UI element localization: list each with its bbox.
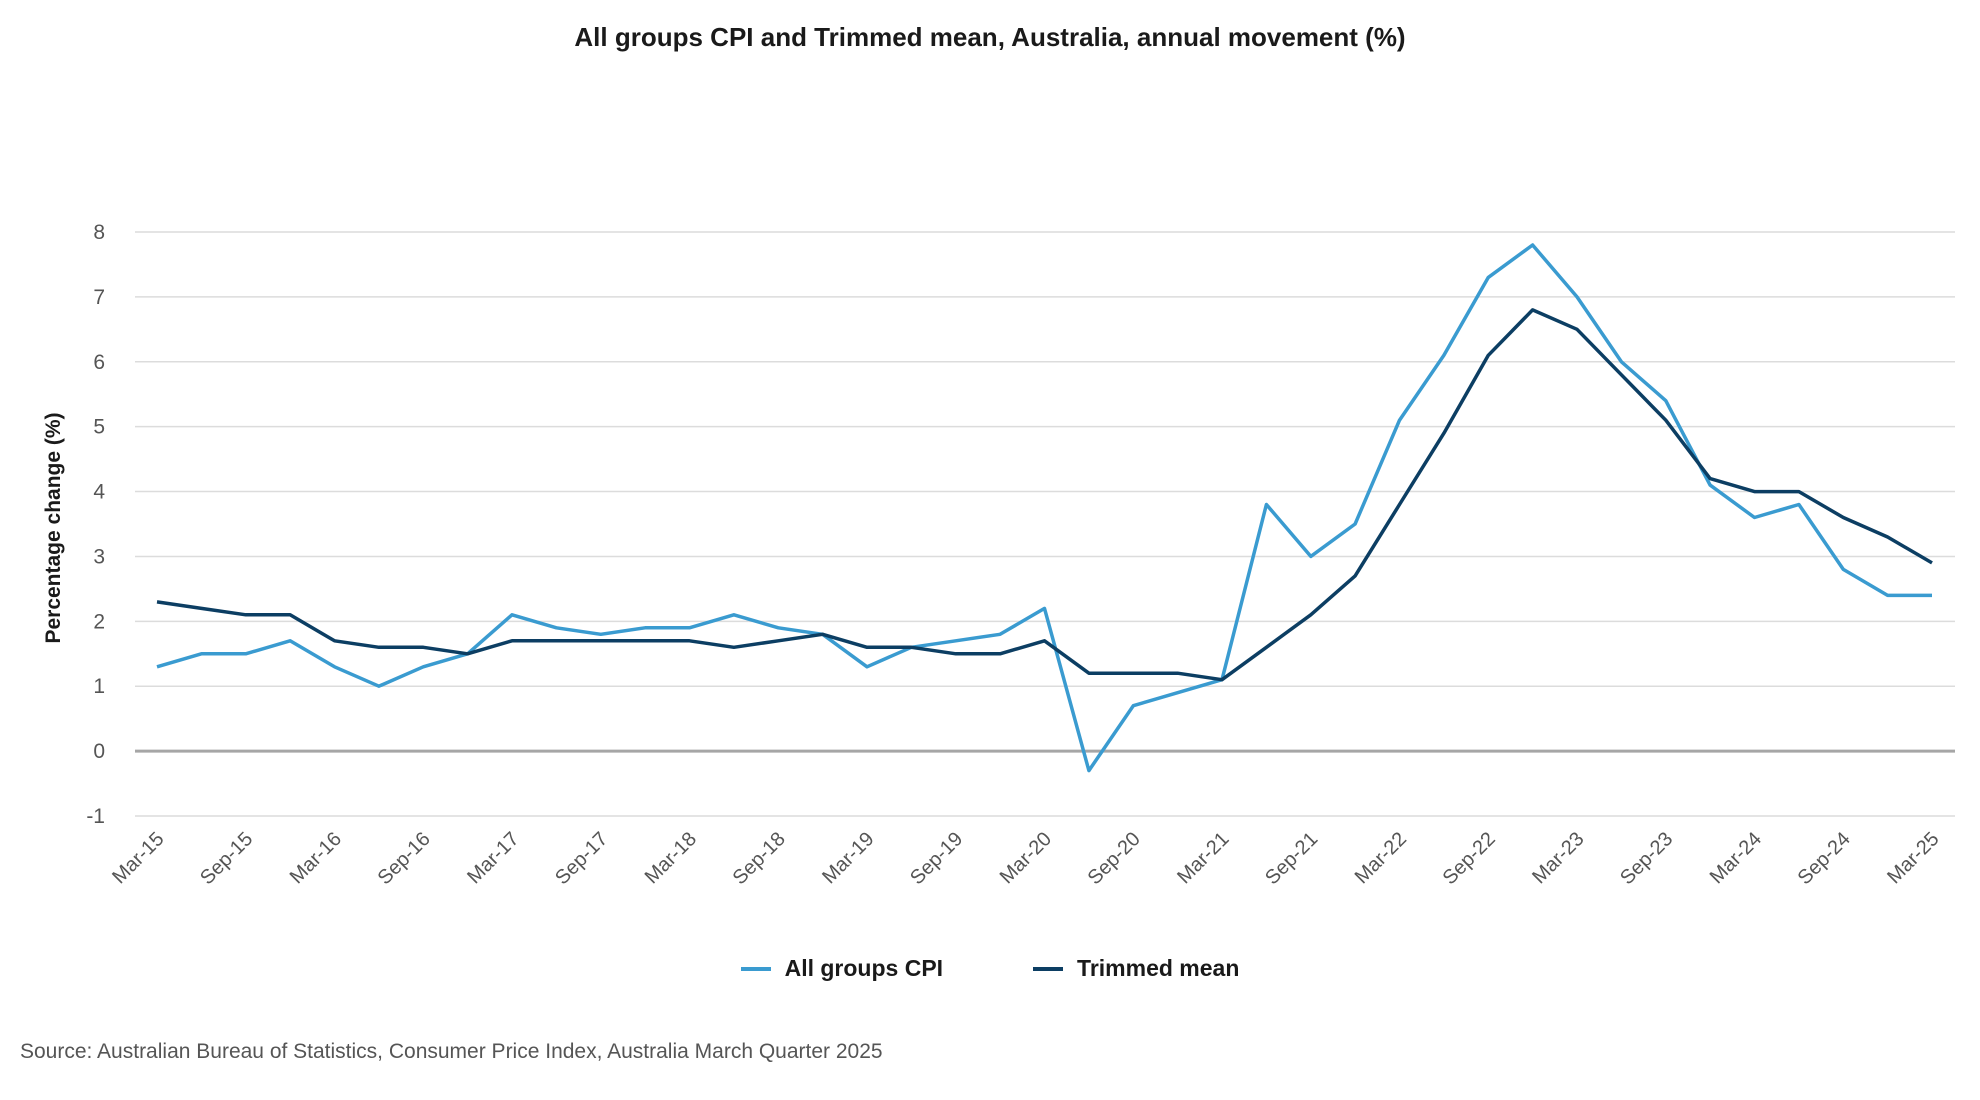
legend-swatch-trimmed-mean (1033, 966, 1064, 971)
y-axis-label: Percentage change (%) (42, 412, 65, 643)
series-lines (156, 243, 1933, 773)
legend-item-trimmed-mean: Trimmed mean (1033, 955, 1239, 982)
legend: All groups CPI Trimmed mean (0, 955, 1980, 982)
x-tick-label: Sep-17 (551, 828, 612, 889)
x-tick-label: Sep-21 (1261, 828, 1322, 889)
y-tick-label: 1 (93, 675, 105, 698)
y-tick-labels: -1 0 1 2 3 4 5 6 7 8 (86, 221, 105, 828)
x-tick-label: Sep-23 (1616, 828, 1677, 889)
series-line-cpi (156, 243, 1932, 773)
y-tick-label: 3 (93, 545, 105, 568)
x-tick-label: Mar-16 (286, 828, 346, 888)
x-tick-label: Mar-19 (818, 828, 878, 888)
x-tick-label: Mar-21 (1173, 828, 1233, 888)
x-tick-label: Sep-16 (374, 828, 435, 889)
y-tick-label: 4 (93, 481, 105, 504)
x-tick-label: Sep-22 (1439, 828, 1500, 889)
legend-label-trimmed-mean: Trimmed mean (1077, 955, 1240, 981)
x-tick-labels: Mar-15 Sep-15 Mar-16 Sep-16 Mar-17 Sep-17 Mar-… (108, 828, 1943, 889)
series-line-trimmed-mean (156, 308, 1933, 682)
y-tick-label: 8 (93, 221, 105, 244)
y-tick-label: 7 (93, 286, 105, 309)
y-tick-label: 0 (93, 740, 105, 763)
x-tick-label: Sep-19 (906, 828, 967, 889)
x-tick-label: Sep-20 (1084, 828, 1145, 889)
x-tick-label: Mar-20 (996, 828, 1056, 888)
x-tick-label: Mar-24 (1706, 828, 1766, 888)
x-tick-label: Sep-15 (196, 828, 257, 889)
legend-swatch-cpi (740, 966, 771, 971)
y-tick-label: 2 (93, 610, 105, 633)
x-tick-label: Sep-18 (729, 828, 790, 889)
x-tick-label: Sep-24 (1794, 828, 1855, 889)
legend-item-cpi: All groups CPI (740, 955, 944, 982)
x-tick-label: Mar-22 (1351, 828, 1411, 888)
y-tick-label: 6 (93, 351, 105, 374)
source-note: Source: Australian Bureau of Statistics,… (20, 1040, 883, 1063)
x-tick-label: Mar-23 (1528, 828, 1588, 888)
x-tick-label: Mar-25 (1883, 828, 1943, 888)
legend-label-cpi: All groups CPI (784, 955, 944, 981)
x-tick-label: Mar-15 (108, 828, 168, 888)
x-tick-label: Mar-17 (463, 828, 523, 888)
chart-title: All groups CPI and Trimmed mean, Austral… (574, 22, 1406, 52)
y-tick-label: 5 (93, 416, 105, 439)
x-tick-label: Mar-18 (641, 828, 701, 888)
gridlines (135, 231, 1955, 817)
y-tick-label: -1 (86, 805, 105, 828)
